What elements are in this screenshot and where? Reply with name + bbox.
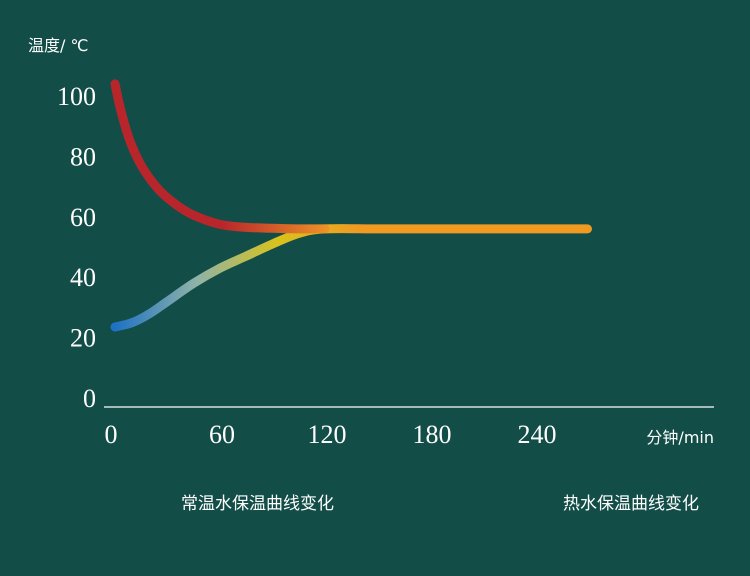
- y-tick-label: 60: [70, 203, 96, 232]
- series-line-1: [110, 79, 330, 234]
- y-tick-label: 80: [70, 142, 96, 171]
- y-tick-label: 100: [57, 82, 96, 111]
- legend-label-0: 常温水保温曲线变化: [181, 494, 334, 514]
- x-tick-label: 0: [105, 420, 118, 449]
- series-lines: [110, 79, 592, 332]
- y-tick-label: 0: [83, 384, 96, 413]
- legend-label-1: 热水保温曲线变化: [563, 494, 699, 514]
- x-tick-labels: 0 60 120 180 240: [105, 420, 557, 449]
- y-tick-label: 40: [70, 263, 96, 292]
- y-tick-label: 20: [70, 324, 96, 353]
- x-tick-label: 60: [209, 420, 235, 449]
- x-tick-label: 120: [308, 420, 347, 449]
- y-tick-labels: 0 20 40 60 80 100: [57, 82, 96, 413]
- y-axis-label: 温度/ ℃: [28, 36, 88, 55]
- x-tick-label: 180: [413, 420, 452, 449]
- x-axis-label: 分钟/min: [646, 428, 714, 447]
- x-tick-label: 240: [518, 420, 557, 449]
- legend: 常温水保温曲线变化 热水保温曲线变化: [99, 494, 699, 514]
- series-line-0: [110, 224, 592, 332]
